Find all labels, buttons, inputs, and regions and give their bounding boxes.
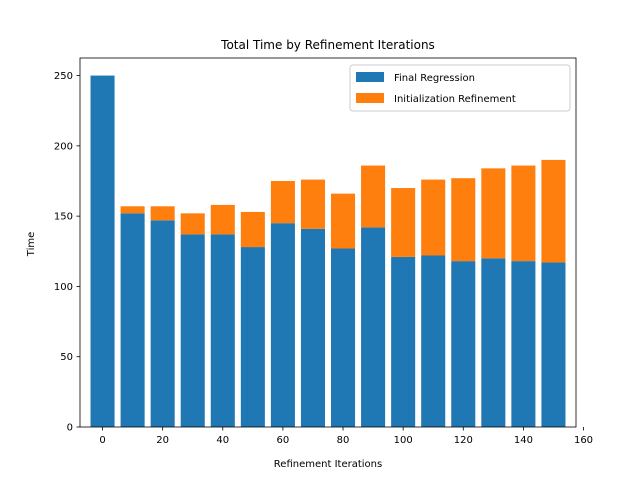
x-tick-label-20: 20 <box>156 435 169 446</box>
bar-series-1-x-20 <box>150 220 175 427</box>
bar-series-2-x-40 <box>210 204 235 235</box>
y-tick-label-250: 250 <box>54 71 73 82</box>
bar-series-2-x-90 <box>361 165 386 228</box>
legend-box <box>349 64 571 112</box>
bar-series-1-x-50 <box>240 247 265 427</box>
chart-title: Total Time by Refinement Iterations <box>220 38 435 52</box>
bar-series-1-x-10 <box>120 213 145 427</box>
bar-series-2-x-110 <box>421 179 446 256</box>
y-tick-label-150: 150 <box>54 212 73 223</box>
bar-series-2-x-130 <box>481 168 506 259</box>
x-tick-label-120: 120 <box>454 435 473 446</box>
bar-series-1-x-120 <box>451 261 476 427</box>
x-tick-label-60: 60 <box>277 435 290 446</box>
x-tick-label-140: 140 <box>514 435 533 446</box>
bar-series-1-x-60 <box>270 223 295 427</box>
bar-series-2-x-120 <box>451 178 476 262</box>
x-tick-label-80: 80 <box>337 435 350 446</box>
bar-series-2-x-150 <box>541 159 566 263</box>
bar-series-1-x-150 <box>541 262 566 427</box>
bar-series-1-x-130 <box>481 258 506 427</box>
bar-series-2-x-70 <box>300 179 325 229</box>
bar-series-1-x-80 <box>331 248 356 427</box>
x-tick-label-160: 160 <box>574 435 593 446</box>
bar-series-1-x-100 <box>391 256 416 427</box>
bar-series-1-x-40 <box>210 234 235 427</box>
bar-series-2-x-60 <box>270 181 295 224</box>
bar-series-1-x-110 <box>421 255 446 427</box>
bar-series-1-x-90 <box>361 227 386 427</box>
bar-series-2-x-20 <box>150 206 175 221</box>
bar-series-2-x-30 <box>180 213 205 235</box>
y-tick-label-50: 50 <box>60 352 73 363</box>
plot-frame <box>79 57 577 428</box>
x-tick-label-40: 40 <box>216 435 229 446</box>
bar-series-2-x-50 <box>240 211 265 248</box>
bar-series-2-x-100 <box>391 188 416 257</box>
x-tick-label-100: 100 <box>394 435 413 446</box>
bar-series-2-x-140 <box>511 165 536 262</box>
bar-series-1-x-140 <box>511 261 536 427</box>
bars-group <box>90 75 566 428</box>
x-axis-label: Refinement Iterations <box>274 459 382 470</box>
y-tick-label-0: 0 <box>67 423 73 434</box>
y-tick-label-200: 200 <box>54 141 73 152</box>
axes-group: 0 20 40 60 80 100 120 140 160 0 50 100 150 200 250 <box>54 57 593 446</box>
legend: Final Regression Initialization Refinemen… <box>349 64 571 112</box>
bar-series-2-x-80 <box>331 193 356 249</box>
y-tick-label-100: 100 <box>54 282 73 293</box>
legend-swatch-1 <box>356 72 384 82</box>
bar-series-1-x-30 <box>180 234 205 427</box>
legend-swatch-2 <box>356 93 384 103</box>
y-axis-label: Time <box>26 232 37 257</box>
legend-label-2: Initialization Refinement <box>394 94 516 105</box>
legend-label-1: Final Regression <box>394 73 475 84</box>
bar-series-1-x-0 <box>90 75 115 428</box>
bar-series-1-x-70 <box>300 228 325 427</box>
x-tick-label-0: 0 <box>99 435 105 446</box>
bar-series-2-x-10 <box>120 206 145 214</box>
